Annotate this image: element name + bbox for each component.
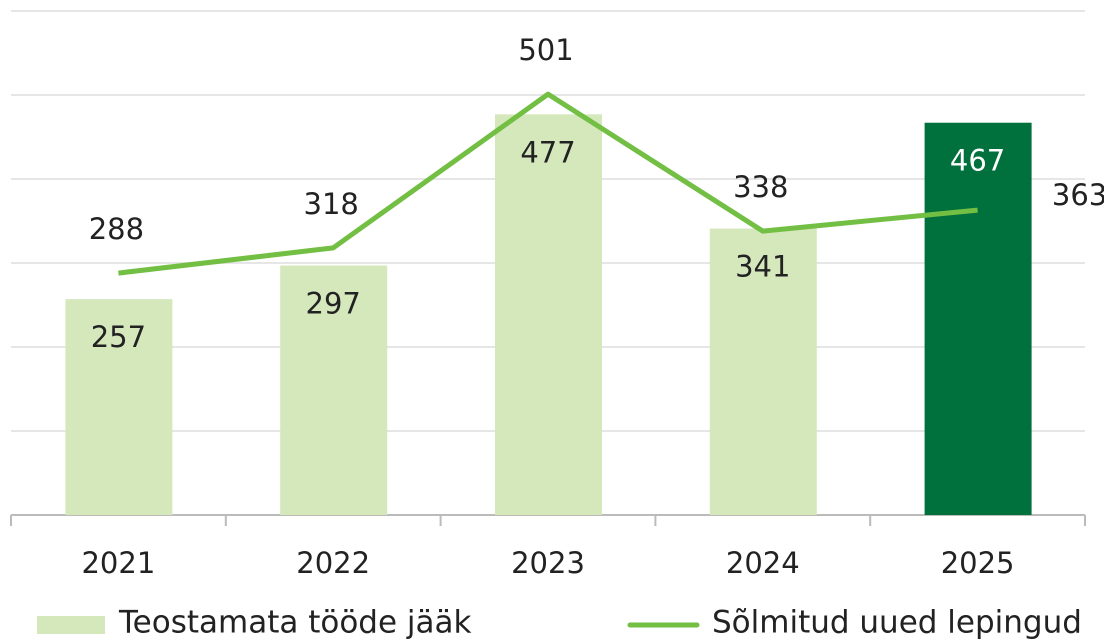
line-value-label: 501 <box>518 33 573 67</box>
x-tick-label: 2021 <box>81 546 155 580</box>
bar-value-label: 467 <box>950 144 1005 178</box>
x-tick-label: 2024 <box>726 546 800 580</box>
bar-value-label: 257 <box>91 320 146 354</box>
x-tick-label: 2022 <box>296 546 370 580</box>
bar <box>924 122 1032 515</box>
legend-label: Sõlmitud uued lepingud <box>712 605 1082 641</box>
bar <box>280 265 388 515</box>
bar-value-label: 297 <box>306 287 361 321</box>
line-value-label: 288 <box>89 212 144 246</box>
bar-value-label: 341 <box>735 250 790 284</box>
line-value-label: 363 <box>1052 178 1104 212</box>
bar <box>65 299 173 515</box>
x-tick-label: 2023 <box>511 546 585 580</box>
legend-swatch <box>37 616 105 634</box>
line-value-label: 318 <box>304 187 359 221</box>
line <box>118 91 978 276</box>
bar-value-label: 477 <box>520 135 575 169</box>
line-value-label: 338 <box>733 170 788 204</box>
legend-label: Teostamata tööde jääk <box>118 605 472 641</box>
x-tick-label: 2025 <box>941 546 1015 580</box>
bar <box>495 114 602 515</box>
bar <box>709 228 817 515</box>
